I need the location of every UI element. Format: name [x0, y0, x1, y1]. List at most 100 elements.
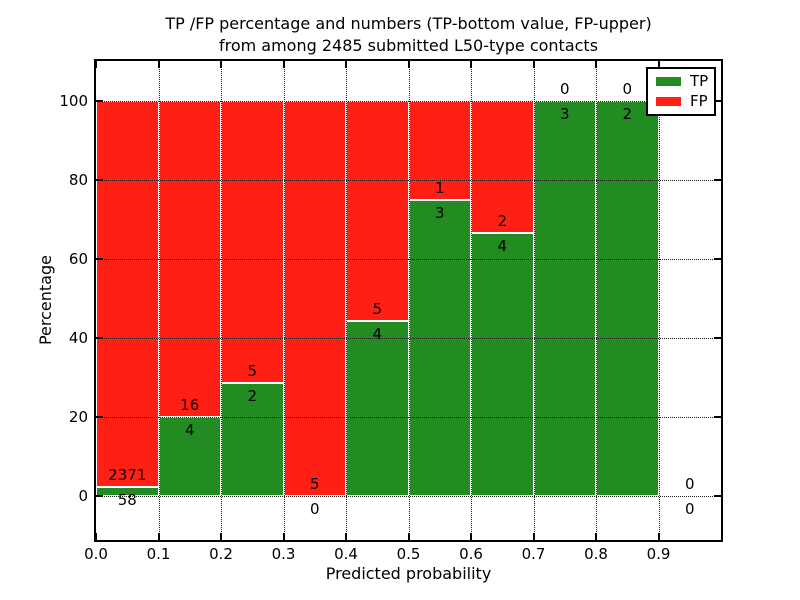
y-tick-left [96, 416, 103, 419]
x-tick-bottom [532, 533, 535, 540]
y-tick-label: 0 [78, 487, 88, 506]
legend: TP FP [646, 67, 716, 116]
bar-count-label-tp: 4 [497, 236, 508, 255]
x-tick-label: 0.3 [271, 545, 296, 563]
y-tick-left [96, 178, 103, 181]
bar-segment-tp [471, 232, 534, 497]
y-tick-right [714, 178, 721, 181]
y-tick-right [714, 337, 721, 340]
legend-row-fp: FP [656, 94, 714, 109]
x-tick-label: 0.8 [584, 545, 608, 563]
bar-count-label-tp: 58 [117, 490, 137, 509]
y-tick-left [96, 257, 103, 260]
bar-count-label-fp: 0 [559, 79, 570, 98]
x-tick-top [220, 61, 222, 68]
x-tick-top [157, 61, 160, 68]
x-gridline [658, 61, 660, 540]
bar-count-label-fp: 2371 [108, 465, 147, 484]
bar-count-label-tp: 4 [372, 324, 383, 343]
bar-count-label-fp: 1 [434, 178, 445, 197]
x-tick-bottom [282, 533, 285, 540]
x-tick-bottom [220, 533, 222, 540]
y-tick-label: 60 [68, 249, 88, 268]
x-gridline [596, 61, 597, 540]
bar-count-label-fp: 5 [247, 362, 258, 381]
x-tick-top [657, 61, 660, 68]
bar-segment-fp [346, 100, 409, 321]
legend-swatch-fp [656, 97, 681, 106]
bar-segment-fp [283, 100, 346, 497]
x-tick-bottom [470, 533, 472, 540]
bar-count-label-tp: 3 [434, 203, 445, 222]
x-tick-label: 0.2 [209, 545, 233, 563]
y-tick-label: 40 [68, 329, 88, 348]
x-tick-top [407, 61, 410, 68]
x-tick-label: 0.9 [646, 545, 671, 563]
bar-count-label-tp: 2 [622, 104, 633, 123]
x-gridline [221, 61, 222, 540]
bar-count-label-fp: 5 [372, 299, 383, 318]
bar-count-label-tp: 2 [247, 387, 258, 406]
x-tick-top [532, 61, 535, 68]
x-tick-label: 0.5 [396, 545, 421, 563]
bar-segment-tp [596, 100, 659, 497]
y-tick-right [714, 416, 721, 419]
y-tick-left [96, 495, 103, 498]
bar-segment-fp [221, 100, 284, 384]
x-tick-bottom [157, 533, 160, 540]
x-tick-bottom [407, 533, 410, 540]
bar-segment-tp [346, 320, 409, 497]
bar-count-label-fp: 16 [180, 396, 200, 415]
y-tick-label: 100 [59, 91, 88, 110]
chart-title: TP /FP percentage and numbers (TP-bottom… [96, 13, 721, 57]
x-tick-label: 0.7 [521, 545, 546, 563]
bar-count-label-tp: 3 [559, 104, 570, 123]
y-tick-label: 20 [68, 408, 88, 427]
x-gridline [158, 61, 160, 540]
x-gridline [408, 61, 410, 540]
bar-count-label-tp: 4 [184, 421, 195, 440]
legend-label-tp: TP [690, 72, 709, 90]
chart-title-line1: TP /FP percentage and numbers (TP-bottom… [165, 14, 652, 33]
x-tick-bottom [657, 533, 660, 540]
legend-row-tp: TP [656, 74, 714, 89]
x-axis-label: Predicted probability [325, 564, 492, 583]
y-tick-label: 80 [68, 170, 88, 189]
x-tick-label: 0.4 [334, 545, 358, 563]
x-tick-label: 0.6 [459, 545, 483, 563]
x-tick-top [595, 61, 597, 68]
bar-count-label-tp: 0 [309, 500, 320, 519]
x-tick-bottom [595, 533, 597, 540]
x-tick-top [470, 61, 472, 68]
bar-count-label-fp: 0 [622, 79, 633, 98]
bar-count-label-fp: 5 [309, 475, 320, 494]
bar-segment-tp [96, 486, 159, 497]
y-tick-left [96, 99, 103, 102]
bar-count-label-fp: 0 [684, 475, 695, 494]
chart-title-line2: from among 2485 submitted L50-type conta… [218, 36, 599, 55]
x-tick-top [95, 61, 97, 68]
legend-swatch-tp [656, 77, 681, 86]
x-tick-label: 0.0 [84, 545, 108, 563]
y-tick-left [96, 337, 103, 340]
x-gridline [471, 61, 472, 540]
y-tick-right [714, 99, 721, 102]
x-tick-label: 0.1 [146, 545, 171, 563]
x-tick-bottom [345, 533, 347, 540]
x-gridline [346, 61, 347, 540]
legend-label-fp: FP [690, 92, 708, 110]
x-tick-top [345, 61, 347, 68]
bar-segment-tp [408, 199, 471, 497]
x-tick-top [282, 61, 285, 68]
x-gridline [533, 61, 535, 540]
x-gridline [283, 61, 285, 540]
bar-count-label-tp: 0 [684, 500, 695, 519]
bar-segment-fp [408, 100, 471, 200]
y-tick-right [714, 257, 721, 260]
y-axis-label: Percentage [36, 255, 55, 346]
bar-segment-tp [533, 100, 596, 497]
bar-count-label-fp: 2 [497, 211, 508, 230]
y-tick-right [714, 495, 721, 498]
bar-segment-fp [96, 100, 159, 487]
